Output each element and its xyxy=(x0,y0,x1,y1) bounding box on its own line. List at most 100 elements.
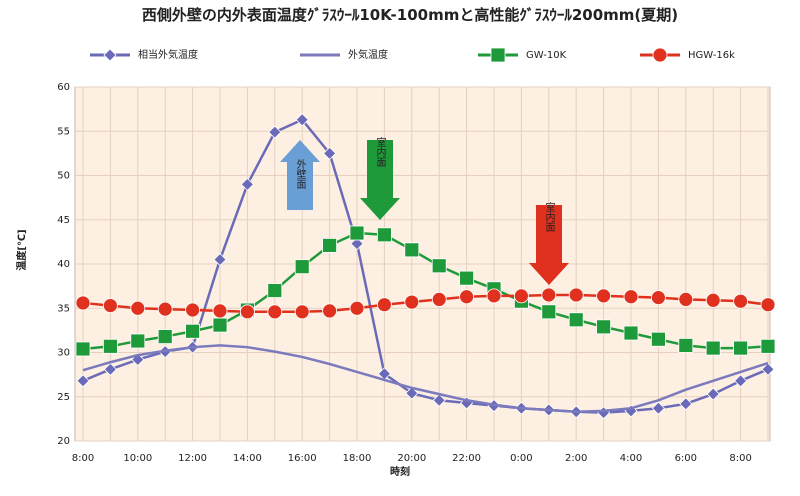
data-point xyxy=(322,238,338,253)
data-point xyxy=(213,253,227,267)
annotation-arrow xyxy=(529,205,569,285)
data-point xyxy=(212,317,228,333)
data-point xyxy=(76,374,90,388)
data-point xyxy=(103,338,118,354)
data-point xyxy=(130,300,146,316)
y-tick-label: 20 xyxy=(57,436,70,447)
annotation-arrow xyxy=(360,140,400,220)
x-tick-label: 12:00 xyxy=(178,453,207,464)
legend-label: HGW-16k xyxy=(688,50,735,61)
annotation-text: 外壁面 xyxy=(294,159,306,190)
x-axis-label: 時刻 xyxy=(390,465,410,478)
data-point xyxy=(322,303,338,319)
data-point xyxy=(376,297,392,313)
y-tick-label: 60 xyxy=(57,82,70,93)
data-point xyxy=(212,303,228,319)
data-point xyxy=(75,341,91,357)
data-point xyxy=(295,113,309,127)
legend-label: 外気温度 xyxy=(348,48,388,61)
x-tick-label: 8:00 xyxy=(72,453,94,464)
data-point xyxy=(130,333,146,349)
data-point xyxy=(760,297,776,313)
data-point xyxy=(103,362,117,376)
x-tick-label: 14:00 xyxy=(233,453,262,464)
data-point xyxy=(733,293,748,309)
data-point xyxy=(432,393,446,407)
legend-marker xyxy=(652,47,668,63)
data-point xyxy=(157,329,173,344)
data-point xyxy=(651,290,666,306)
y-tick-label: 30 xyxy=(57,348,70,359)
data-point xyxy=(761,362,775,376)
chart-title: 西側外壁の内外表面温度ｸﾞﾗｽｳｰﾙ10K-100mmと高性能ｸﾞﾗｽｳｰﾙ20… xyxy=(141,6,679,24)
x-tick-label: 0:00 xyxy=(510,453,532,464)
y-tick-label: 55 xyxy=(57,126,70,137)
data-point xyxy=(350,237,364,251)
x-tick-label: 6:00 xyxy=(675,453,697,464)
x-tick-label: 22:00 xyxy=(452,453,481,464)
series-line xyxy=(82,344,769,414)
data-point xyxy=(157,301,173,317)
legend-marker xyxy=(103,48,117,62)
data-point xyxy=(706,387,720,401)
y-tick-label: 45 xyxy=(57,215,70,226)
data-point xyxy=(294,259,310,275)
y-axis-label: 温度[℃] xyxy=(15,229,28,270)
data-point xyxy=(459,289,475,305)
data-point xyxy=(541,304,557,320)
data-point xyxy=(623,325,639,341)
data-point xyxy=(760,338,776,354)
data-point xyxy=(75,295,91,311)
data-point xyxy=(568,312,584,328)
y-tick-label: 25 xyxy=(57,392,70,403)
data-point xyxy=(651,331,666,347)
legend-label: 相当外気温度 xyxy=(138,48,198,61)
legend-label: GW-10K xyxy=(526,50,567,61)
y-tick-label: 40 xyxy=(57,259,70,270)
data-point xyxy=(267,283,283,298)
x-tick-label: 20:00 xyxy=(397,453,426,464)
data-point xyxy=(431,258,447,274)
data-point xyxy=(705,292,721,308)
data-point xyxy=(349,300,365,316)
data-point xyxy=(459,270,475,286)
y-tick-label: 35 xyxy=(57,303,70,314)
data-point xyxy=(623,289,639,305)
annotation-text: 室内面 xyxy=(543,201,555,233)
data-point xyxy=(239,304,255,320)
x-tick-label: 16:00 xyxy=(288,453,317,464)
data-point xyxy=(404,242,420,258)
data-point xyxy=(705,340,721,356)
data-point xyxy=(240,177,254,191)
y-tick-label: 50 xyxy=(57,171,70,182)
x-tick-label: 18:00 xyxy=(343,453,372,464)
data-point xyxy=(486,288,502,304)
data-point xyxy=(267,304,283,320)
annotation-text: 室内面 xyxy=(374,136,386,168)
data-point xyxy=(103,298,118,313)
data-point xyxy=(596,319,611,335)
data-point xyxy=(376,227,392,243)
data-point xyxy=(679,397,693,411)
legend-marker xyxy=(490,47,506,63)
data-point xyxy=(404,294,420,310)
data-point xyxy=(185,302,201,318)
data-point xyxy=(568,287,584,303)
x-tick-label: 2:00 xyxy=(565,453,587,464)
x-tick-label: 10:00 xyxy=(123,453,152,464)
data-point xyxy=(405,386,419,400)
data-point xyxy=(596,288,611,304)
data-point xyxy=(678,338,694,353)
data-point xyxy=(514,288,529,304)
x-tick-label: 4:00 xyxy=(620,453,642,464)
data-point xyxy=(323,146,337,160)
x-tick-label: 8:00 xyxy=(729,453,751,464)
data-point xyxy=(733,340,748,356)
data-point xyxy=(734,374,748,388)
data-point xyxy=(268,125,282,139)
data-point xyxy=(431,291,447,307)
data-point xyxy=(185,323,201,339)
data-point xyxy=(294,304,310,320)
